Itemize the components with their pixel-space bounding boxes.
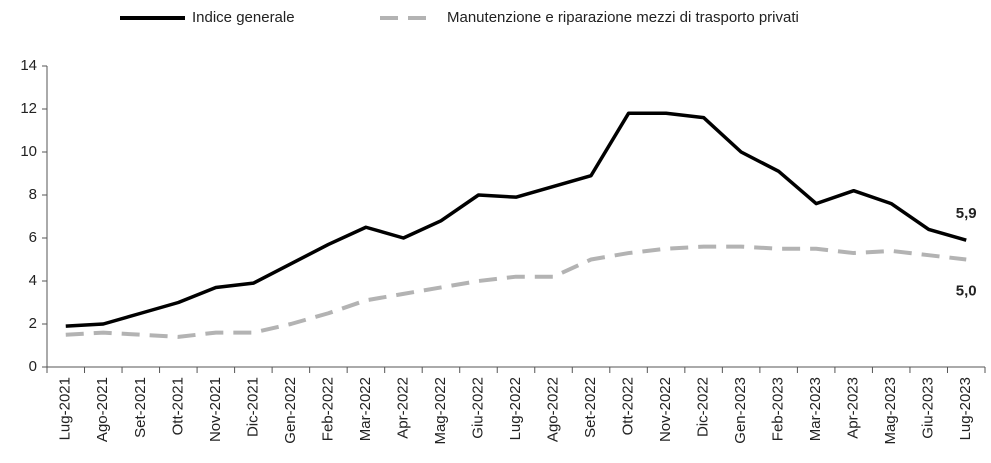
x-tick-label: Ott-2022 — [620, 377, 637, 435]
data-label: 5,9 — [956, 205, 977, 222]
x-tick-label: Mag-2023 — [882, 377, 899, 445]
x-tick-label: Mag-2022 — [432, 377, 449, 445]
x-tick-label: Lug-2023 — [957, 377, 974, 440]
x-tick-label: Mar-2022 — [357, 377, 374, 441]
x-tick-label: Set-2022 — [582, 377, 599, 438]
x-tick-label: Dic-2021 — [244, 377, 261, 437]
series-line — [65, 244, 967, 339]
y-tick-label: 10 — [20, 143, 37, 160]
y-tick-label: 8 — [29, 186, 37, 203]
x-tick-label: Apr-2023 — [845, 377, 862, 439]
y-tick-label: 0 — [29, 358, 37, 375]
data-label: 5,0 — [956, 282, 977, 299]
y-tick-label: 4 — [29, 272, 37, 289]
x-tick-label: Gen-2023 — [732, 377, 749, 444]
x-tick-label: Feb-2022 — [319, 377, 336, 441]
legend-label: Manutenzione e riparazione mezzi di tras… — [447, 9, 799, 26]
x-tick-label: Nov-2022 — [657, 377, 674, 442]
series-line — [65, 111, 967, 328]
x-tick-label: Dic-2022 — [695, 377, 712, 437]
x-tick-label: Lug-2021 — [57, 377, 74, 440]
y-tick-label: 6 — [29, 229, 37, 246]
x-tick-label: Gen-2022 — [282, 377, 299, 444]
legend-label: Indice generale — [192, 9, 295, 26]
y-tick-label: 14 — [20, 57, 37, 74]
x-tick-label: Mar-2023 — [807, 377, 824, 441]
x-tick-label: Set-2021 — [132, 377, 149, 438]
x-tick-label: Ott-2021 — [169, 377, 186, 435]
x-tick-label: Lug-2022 — [507, 377, 524, 440]
x-tick-label: Ago-2021 — [94, 377, 111, 442]
x-tick-label: Nov-2021 — [207, 377, 224, 442]
x-tick-label: Feb-2023 — [770, 377, 787, 441]
x-tick-label: Apr-2022 — [394, 377, 411, 439]
x-tick-label: Giu-2023 — [920, 377, 937, 439]
y-tick-label: 12 — [20, 100, 37, 117]
y-tick-label: 2 — [29, 315, 37, 332]
x-tick-label: Ago-2022 — [544, 377, 561, 442]
x-tick-label: Giu-2022 — [469, 377, 486, 439]
